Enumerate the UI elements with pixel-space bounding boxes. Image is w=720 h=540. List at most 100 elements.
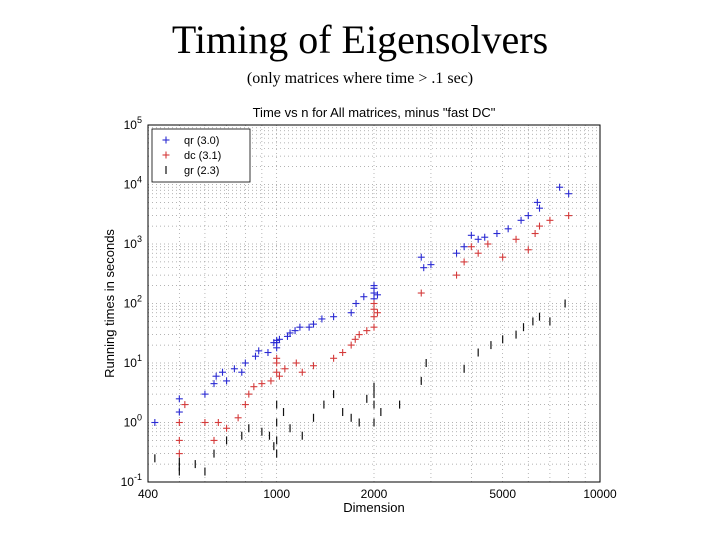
dc-point [460, 258, 468, 266]
slide-title: Timing of Eigensolvers [171, 17, 549, 62]
dc-point [370, 313, 378, 321]
y-tick-label: 103 [124, 234, 142, 251]
qr-point [504, 225, 512, 233]
qr-point [275, 335, 283, 343]
qr-point [330, 313, 338, 321]
x-tick-label: 10000 [583, 487, 617, 501]
qr-point [291, 327, 299, 335]
dc-point [210, 436, 218, 444]
qr-point [273, 344, 281, 352]
legend-marker [162, 136, 170, 144]
dc-point [347, 341, 355, 349]
qr-point [251, 352, 259, 360]
slide-subtitle: (only matrices where time > .1 sec) [246, 70, 474, 87]
qr-point [370, 282, 378, 290]
y-tick-label: 102 [124, 294, 142, 311]
dc-point [273, 354, 281, 362]
dc-point [298, 368, 306, 376]
qr-point [310, 320, 318, 328]
dc-point [370, 323, 378, 331]
plot-title: Time vs n for All matrices, minus "fast … [253, 105, 496, 120]
dc-point [546, 216, 554, 224]
y-axis-label: Running times in seconds [102, 229, 117, 378]
qr-point [556, 183, 564, 191]
qr-point [175, 395, 183, 403]
x-axis-label: Dimension [343, 500, 404, 515]
legend-marker [162, 151, 170, 159]
qr-point [517, 216, 525, 224]
dc-point [484, 240, 492, 248]
dc-point [275, 372, 283, 380]
qr-point [481, 233, 489, 241]
dc-point [201, 419, 209, 426]
qr-point [201, 390, 209, 398]
x-tick-label: 400 [138, 487, 158, 501]
qr-point [175, 408, 183, 416]
grid-lines [148, 125, 600, 482]
legend-label: gr (2.3) [184, 165, 219, 177]
dc-point [417, 289, 425, 297]
dc-point [524, 246, 532, 254]
dc-point [373, 309, 381, 317]
qr-point [467, 231, 475, 239]
dc-point [223, 424, 231, 432]
dc-point [339, 349, 347, 357]
x-tick-label: 2000 [361, 487, 388, 501]
qr-point [360, 293, 368, 301]
dc-point [355, 331, 363, 339]
tick-labels: 400 1000 2000 5000 10000 10-1 100 101 102 103 104 1… [121, 115, 617, 501]
y-tick-label: 10-1 [121, 472, 142, 489]
dc-point [175, 436, 183, 444]
qr-point [241, 359, 249, 367]
qr-point [524, 212, 532, 220]
qr-point [286, 329, 294, 337]
y-tick-label: 104 [124, 175, 142, 192]
dc-point [175, 419, 183, 426]
qr-point [533, 198, 541, 206]
qr-point [223, 377, 231, 385]
dc-point [310, 362, 318, 370]
qr-point [565, 190, 573, 198]
legend-label: qr (3.0) [184, 135, 219, 147]
legend: qr (3.0) dc (3.1) gr (2.3) [151, 128, 251, 183]
dc-point [351, 335, 359, 343]
qr-point [210, 380, 218, 388]
dc-point [499, 253, 507, 261]
x-tick-label: 5000 [489, 487, 516, 501]
qr-point [255, 347, 263, 355]
plot-frame [147, 124, 601, 483]
qr-point [219, 368, 227, 376]
qr-point [453, 249, 461, 257]
qr-point [420, 264, 428, 272]
dc-point [245, 390, 253, 398]
dc-point [234, 414, 242, 422]
qr-point [305, 323, 313, 331]
dc-point [258, 380, 266, 388]
x-tick-label: 1000 [263, 487, 290, 501]
dc-point [273, 368, 281, 376]
dc-point [330, 354, 338, 362]
qr-point [230, 365, 238, 373]
dc-point [214, 419, 222, 426]
dc-point [467, 243, 475, 251]
qr-point [318, 315, 326, 323]
qr-point [238, 368, 246, 376]
qr-point [427, 261, 435, 269]
legend-label: dc (3.1) [184, 150, 221, 162]
dc-point [281, 365, 289, 373]
dc-point [250, 383, 258, 391]
qr-point [474, 235, 482, 243]
dc-point [267, 377, 275, 385]
qr-point [536, 204, 544, 212]
y-tick-label: 101 [124, 353, 142, 370]
dc-point [474, 249, 482, 257]
qr-point [373, 291, 381, 299]
qr-point [352, 300, 360, 307]
qr-point [493, 230, 501, 238]
qr-point [417, 253, 425, 261]
y-tick-label: 105 [124, 115, 142, 132]
dc-point [363, 327, 371, 335]
y-tick-label: 100 [124, 413, 142, 430]
dc-point [565, 212, 573, 220]
